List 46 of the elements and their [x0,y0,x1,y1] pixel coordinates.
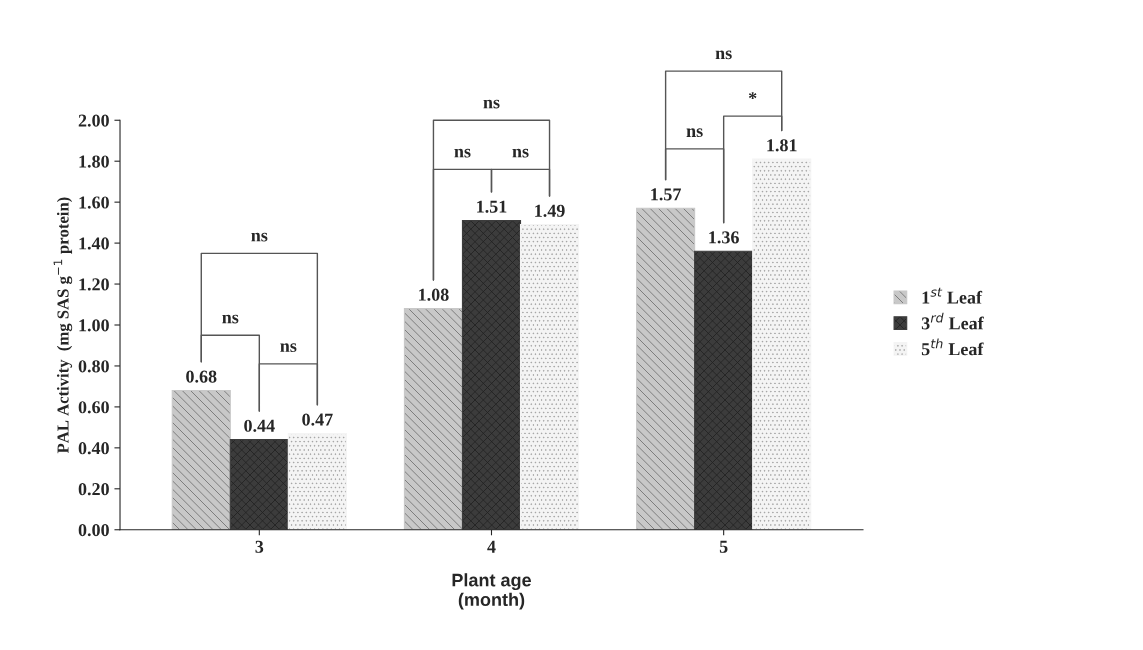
data-label: 1.51 [477,200,507,213]
y-tick-label: 1.40 [79,237,109,250]
text: ns [483,99,500,109]
data-label: 0.44 [244,419,275,432]
data-label: 0.47 [302,413,333,426]
data-label: 1.49 [535,204,565,217]
bar [229,439,289,530]
y-tick-label: 0.00 [78,524,109,537]
bar [636,207,696,530]
y-tick-label: 0.80 [78,360,109,373]
bar [461,220,522,530]
bar [403,308,464,530]
text: ns [715,50,732,60]
bar [752,158,812,530]
y-tick-label: 1.80 [79,155,109,168]
y-tick-label: 1.00 [79,319,109,332]
annotation: ns [686,128,703,138]
y-tick-label: 0.40 [78,442,109,455]
annotation: ns [222,314,239,324]
legend-label: 5$^{th}$ Leaf [921,338,984,356]
bar [171,389,231,530]
data-label: 0.68 [186,370,217,383]
y-axis-title: PAL Activity (mg SAS g$^{−1}$ protein) [53,197,73,454]
annotation: ns [280,343,297,353]
bar [519,224,580,530]
x-axis-title: Plant age (month) [452,573,532,610]
annotation: ns [512,148,529,158]
data-label: 1.08 [419,288,449,301]
data-label: 1.57 [651,188,681,201]
y-tick-label: 0.20 [78,483,109,496]
annotation: ns [251,232,268,242]
legend-label: 1$^{st}$ Leaf [922,287,983,304]
y-tick-label: 2.00 [78,114,109,127]
data-label: 1.81 [767,139,797,152]
x-tick-label: 4 [487,540,496,553]
y-tick-label: 1.20 [79,278,109,291]
text: * [748,92,757,100]
legend-label: 3$^{rd}$ Leaf [921,312,984,330]
y-tick-label: 0.60 [78,401,109,414]
y-tick-label: 1.60 [79,196,109,209]
x-tick-label: 3 [255,540,264,553]
bar [694,250,754,530]
data-label: 1.36 [709,231,739,244]
x-tick-label: 5 [719,540,728,553]
bar [287,432,347,530]
annotation: ns [454,148,471,158]
